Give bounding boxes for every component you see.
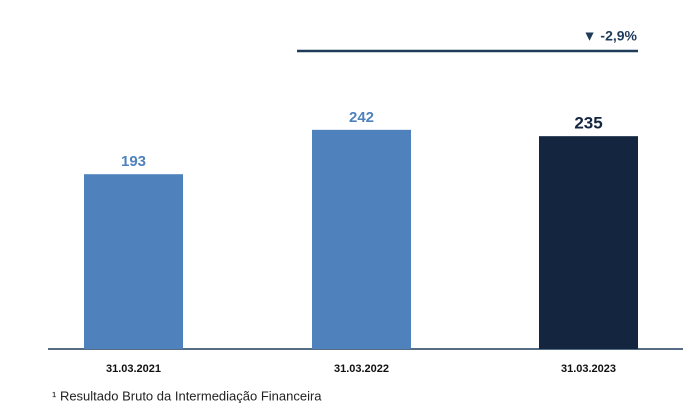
bar (312, 129, 411, 349)
bar (539, 136, 638, 349)
x-tick-label: 31.03.2023 (561, 363, 616, 375)
data-label: 235 (574, 114, 602, 133)
bar (84, 174, 183, 349)
x-tick-label: 31.03.2022 (334, 363, 389, 375)
x-tick-label: 31.03.2021 (106, 363, 161, 375)
annotation: ▼ -2,9% (583, 28, 638, 44)
data-label: 193 (121, 153, 146, 170)
data-label: 242 (349, 109, 374, 126)
footnote: ¹ Resultado Bruto da Intermediação Finan… (52, 388, 322, 403)
